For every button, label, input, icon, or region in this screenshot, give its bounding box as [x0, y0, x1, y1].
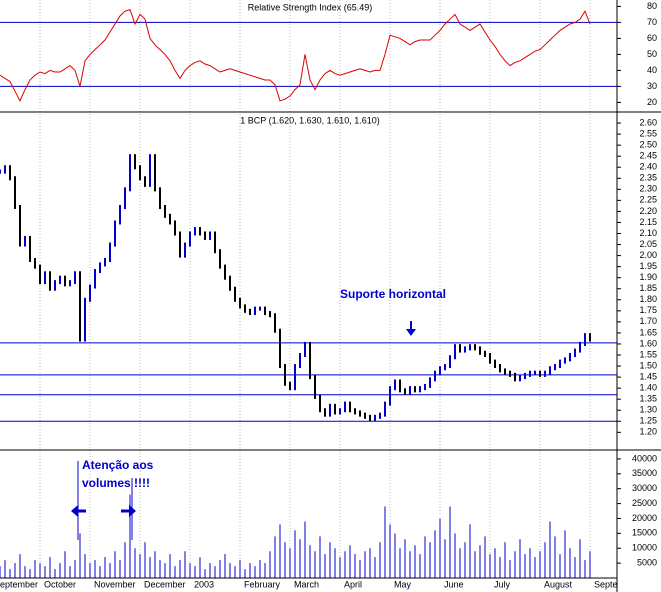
y-tick-label: 1.65 [639, 327, 657, 337]
x-tick-label: November [94, 579, 136, 589]
y-tick-label: 2.25 [639, 195, 657, 205]
arrows-volume [71, 461, 136, 540]
y-tick-label: 1.40 [639, 383, 657, 393]
y-tick-label: 30 [647, 81, 657, 91]
y-tick-label: 1.60 [639, 338, 657, 348]
y-tick-label: 2.30 [639, 184, 657, 194]
y-tick-label: 1.80 [639, 294, 657, 304]
y-tick-label: 40 [647, 65, 657, 75]
price-title: 1 BCP (1.620, 1.630, 1.610, 1.610) [240, 115, 379, 125]
y-tick-label: 25000 [632, 498, 657, 508]
y-tick-label: 70 [647, 17, 657, 27]
y-tick-label: 1.25 [639, 416, 657, 426]
y-tick-label: 2.20 [639, 206, 657, 216]
x-tick-label: September [0, 579, 38, 589]
y-tick-label: 1.90 [639, 272, 657, 282]
y-tick-label: 80 [647, 1, 657, 11]
y-tick-label: 1.95 [639, 261, 657, 271]
x-tick-label: May [394, 579, 412, 589]
x-tick-label: 2003 [194, 579, 214, 589]
y-tick-label: 2.40 [639, 162, 657, 172]
y-tick-label: 60 [647, 33, 657, 43]
y-tick-label: 40000 [632, 453, 657, 463]
y-tick-label: 1.55 [639, 349, 657, 359]
y-tick-label: 1.20 [639, 427, 657, 437]
x-tick-label: August [544, 579, 573, 589]
x-tick-label: July [494, 579, 511, 589]
y-tick-label: 1.45 [639, 371, 657, 381]
y-tick-label: 1.50 [639, 360, 657, 370]
annotation: volumes !!!! [82, 476, 150, 490]
y-tick-label: 5000 [637, 557, 657, 567]
y-tick-label: 2.10 [639, 228, 657, 238]
y-tick-label: 35000 [632, 468, 657, 478]
rsi-line [0, 8, 591, 102]
y-tick-label: 2.00 [639, 250, 657, 260]
x-tick-label: December [144, 579, 186, 589]
annotation: Suporte horizontal [340, 287, 446, 301]
y-tick-label: 15000 [632, 528, 657, 538]
rsi-title: Relative Strength Index (65.49) [248, 2, 373, 12]
y-tick-label: 50 [647, 49, 657, 59]
x-tick-label: April [344, 579, 362, 589]
x-tick-label: October [44, 579, 76, 589]
y-tick-label: 1.85 [639, 283, 657, 293]
y-tick-label: 2.45 [639, 151, 657, 161]
y-tick-label: 20 [647, 97, 657, 107]
annotation: Atenção aos [82, 458, 154, 472]
x-tick-label: February [244, 579, 281, 589]
y-tick-label: 1.30 [639, 405, 657, 415]
arrow-down [406, 321, 416, 336]
x-tick-label: March [294, 579, 319, 589]
mark-layer [0, 8, 591, 578]
y-tick-label: 2.50 [639, 140, 657, 150]
y-tick-label: 2.55 [639, 128, 657, 138]
y-tick-label: 1.75 [639, 305, 657, 315]
y-tick-label: 2.35 [639, 173, 657, 183]
y-tick-label: 2.05 [639, 239, 657, 249]
y-tick-label: 10000 [632, 543, 657, 553]
y-tick-label: 2.15 [639, 217, 657, 227]
y-tick-label: 2.60 [639, 117, 657, 127]
x-tick-label: September [594, 579, 638, 589]
y-tick-label: 1.70 [639, 316, 657, 326]
y-tick-label: 30000 [632, 483, 657, 493]
y-tick-label: 20000 [632, 513, 657, 523]
y-tick-label: 1.35 [639, 394, 657, 404]
x-tick-label: June [444, 579, 464, 589]
